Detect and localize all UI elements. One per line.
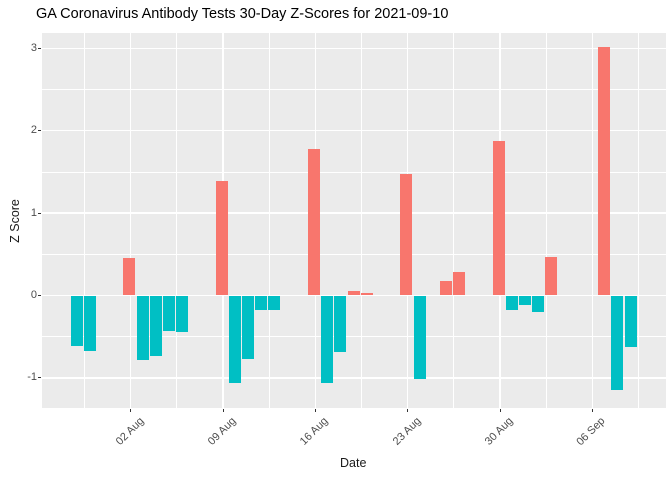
gridline-major-horizontal bbox=[42, 130, 666, 132]
zscore-bar bbox=[492, 141, 505, 296]
gridline-minor-horizontal bbox=[42, 171, 666, 173]
zscore-bar bbox=[532, 295, 545, 312]
zscore-bar bbox=[400, 173, 413, 296]
zscore-bar bbox=[136, 295, 149, 360]
zscore-bar bbox=[215, 180, 228, 296]
zscore-bar bbox=[505, 295, 518, 310]
gridline-minor-vertical bbox=[638, 33, 639, 408]
y-axis-tick-mark bbox=[37, 295, 41, 296]
plot-panel bbox=[42, 33, 666, 408]
gridline-major-horizontal bbox=[42, 294, 666, 297]
gridline-major-horizontal bbox=[42, 47, 666, 49]
gridline-minor-vertical bbox=[361, 33, 362, 408]
zscore-bar bbox=[228, 295, 241, 383]
y-axis-tick-label: 2 bbox=[30, 124, 37, 137]
zscore-bar bbox=[347, 290, 360, 296]
y-axis-tick-mark bbox=[37, 212, 41, 214]
zscore-bar bbox=[624, 295, 637, 348]
zscore-bar bbox=[70, 295, 83, 346]
zscore-bar bbox=[439, 281, 452, 296]
gridline-major-horizontal bbox=[42, 377, 666, 379]
x-axis-tick-mark bbox=[499, 408, 501, 412]
gridline-minor-vertical bbox=[268, 33, 270, 408]
zscore-bar bbox=[162, 295, 175, 331]
x-axis-tick-label: 23 Aug bbox=[390, 415, 424, 448]
zscore-bar bbox=[123, 258, 136, 296]
x-axis-tick-label: 30 Aug bbox=[482, 415, 516, 448]
y-axis-tick-mark bbox=[37, 47, 41, 49]
zscore-bar bbox=[519, 295, 532, 305]
x-axis-tick-mark bbox=[591, 408, 593, 412]
x-axis-tick-mark bbox=[130, 408, 132, 412]
zscore-bar bbox=[453, 272, 466, 296]
zscore-bar bbox=[611, 295, 624, 391]
zscore-bar bbox=[308, 148, 321, 296]
gridline-major-horizontal bbox=[42, 212, 666, 214]
x-axis-tick-label: 09 Aug bbox=[205, 415, 239, 448]
y-axis-tick-label: 0 bbox=[30, 289, 37, 301]
zscore-bar bbox=[545, 256, 558, 296]
x-axis-title: Date bbox=[340, 456, 367, 470]
y-axis-title: Z Score bbox=[8, 198, 22, 243]
zscore-bar bbox=[242, 295, 255, 359]
zscore-bar bbox=[413, 295, 426, 379]
y-axis-tick-mark bbox=[37, 377, 41, 379]
x-axis-tick-label: 16 Aug bbox=[298, 415, 331, 448]
gridline-major-vertical bbox=[591, 33, 594, 408]
zscore-bar bbox=[255, 295, 268, 311]
zscore-bar bbox=[83, 295, 96, 351]
y-axis-tick-mark bbox=[37, 130, 41, 132]
x-axis-tick-label: 06 Sep bbox=[574, 415, 608, 449]
y-axis-tick-label: 3 bbox=[30, 41, 37, 54]
zscore-bar bbox=[321, 295, 334, 383]
zscore-bar bbox=[360, 293, 373, 296]
gridline-minor-vertical bbox=[176, 33, 178, 408]
zscore-bar bbox=[598, 47, 611, 296]
x-axis-tick-mark bbox=[407, 408, 409, 412]
gridline-major-vertical bbox=[130, 33, 132, 408]
gridline-minor-horizontal bbox=[42, 336, 666, 338]
chart-title: GA Coronavirus Antibody Tests 30-Day Z-S… bbox=[36, 6, 449, 22]
y-axis-tick-label: 1 bbox=[30, 206, 37, 219]
gridline-minor-vertical bbox=[545, 33, 547, 408]
zscore-bar bbox=[268, 295, 281, 310]
zscore-bar bbox=[176, 295, 189, 332]
x-axis-tick-mark bbox=[222, 408, 224, 412]
zscore-bar bbox=[149, 295, 162, 357]
gridline-minor-vertical bbox=[84, 33, 85, 408]
zscore-bar bbox=[334, 295, 347, 353]
gridline-minor-vertical bbox=[453, 33, 455, 408]
x-axis-tick-mark bbox=[314, 408, 316, 412]
x-axis-tick-label: 02 Aug bbox=[113, 415, 147, 448]
gridline-minor-horizontal bbox=[42, 253, 666, 255]
gridline-minor-horizontal bbox=[42, 89, 666, 90]
y-axis-tick-label: -1 bbox=[27, 371, 37, 384]
